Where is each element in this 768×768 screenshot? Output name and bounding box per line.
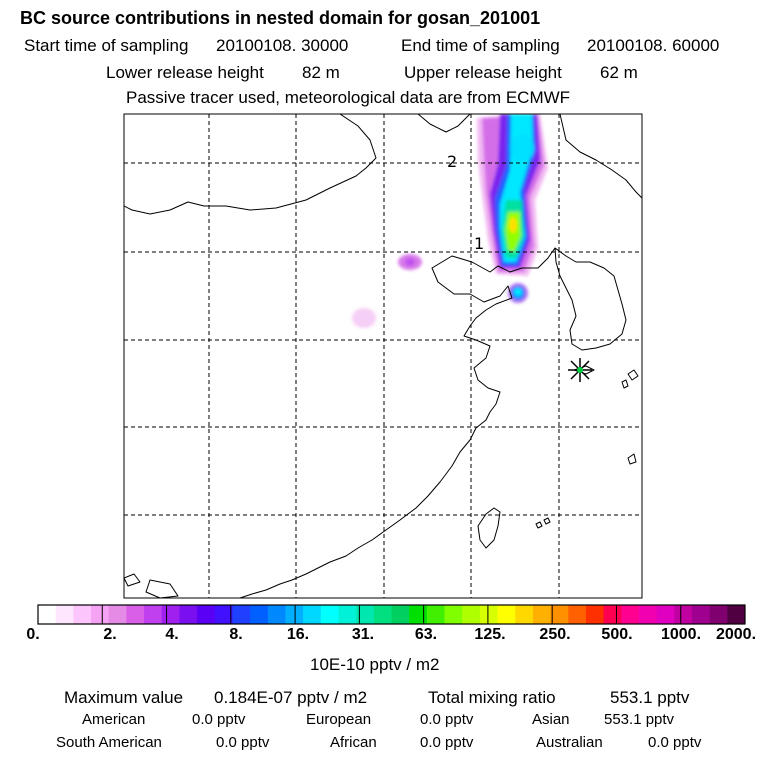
colorbar-tick-label: 2. — [103, 626, 117, 643]
contour-label-1: 1 — [474, 234, 484, 253]
colorbar-tick-label: 500. — [601, 626, 633, 643]
colorbar-swatch — [91, 605, 110, 624]
colorbar-tick-label: 125. — [474, 626, 506, 643]
colorbar-tick-label: 16. — [286, 626, 310, 643]
region-name: American — [82, 711, 146, 728]
colorbar-swatch — [38, 605, 57, 624]
region-value: 553.1 pptv — [604, 711, 675, 728]
colorbar-swatch — [338, 605, 357, 624]
max-value: 0.184E-07 pptv / m2 — [214, 688, 368, 707]
region-name: European — [306, 711, 372, 728]
colorbar-swatch — [515, 605, 534, 624]
region-value: 0.0 pptv — [216, 734, 270, 751]
colorbar-swatch — [409, 605, 428, 624]
colorbar-swatch — [55, 605, 74, 624]
end-time-value: 20100108. 60000 — [587, 36, 720, 55]
colorbar-swatch — [674, 605, 693, 624]
colorbar-swatch — [356, 605, 375, 624]
colorbar-swatch — [727, 605, 746, 624]
colorbar-frame — [37, 604, 746, 625]
plot-title: BC source contributions in nested domain… — [20, 8, 541, 28]
upper-release-value: 62 m — [600, 63, 638, 82]
colorbar-swatch — [373, 605, 392, 624]
colorbar — [37, 604, 746, 625]
colorbar-swatch — [444, 605, 463, 624]
map-frame — [123, 113, 643, 599]
colorbar-swatch — [462, 605, 481, 624]
contour-label-2: 2 — [447, 152, 457, 171]
tracer-note: Passive tracer used, meteorological data… — [126, 88, 571, 107]
colorbar-swatch — [197, 605, 216, 624]
start-time-value: 20100108. 30000 — [216, 36, 349, 55]
colorbar-unit: 10E-10 pptv / m2 — [310, 655, 440, 674]
colorbar-tick-label: 31. — [351, 626, 375, 643]
colorbar-swatch — [391, 605, 410, 624]
colorbar-swatch — [638, 605, 658, 624]
colorbar-swatch — [479, 605, 498, 624]
lower-release-value: 82 m — [302, 63, 340, 82]
region-value: 0.0 pptv — [420, 711, 474, 728]
colorbar-swatch — [179, 605, 198, 624]
colorbar-tick-label: 2000. — [715, 626, 757, 643]
colorbar-tick-label: 4. — [165, 626, 179, 643]
colorbar-swatch — [656, 605, 675, 624]
upper-release-label: Upper release height — [404, 63, 562, 82]
region-name: Australian — [536, 734, 603, 751]
colorbar-swatch — [426, 605, 445, 624]
concentration-field — [352, 114, 548, 328]
colorbar-swatch — [621, 605, 640, 624]
start-time-label: Start time of sampling — [24, 36, 189, 55]
colorbar-swatch — [603, 605, 622, 624]
colorbar-swatch — [144, 605, 163, 624]
star-icon — [568, 358, 592, 382]
region-name: African — [330, 734, 377, 751]
colorbar-swatch — [691, 605, 711, 624]
colorbar-tick-label: 63. — [414, 626, 438, 643]
region-value: 0.0 pptv — [648, 734, 702, 751]
colorbar-swatch — [303, 605, 322, 624]
colorbar-swatch — [161, 605, 180, 624]
total-mixing-label: Total mixing ratio — [428, 688, 556, 707]
colorbar-swatch — [585, 605, 604, 624]
max-value-label: Maximum value — [64, 688, 184, 707]
colorbar-swatch — [497, 605, 516, 624]
colorbar-swatch — [250, 605, 269, 624]
lower-release-label: Lower release height — [106, 63, 264, 82]
colorbar-swatch — [709, 605, 728, 624]
colorbar-swatch — [73, 605, 92, 624]
colorbar-tick-label: 8. — [229, 626, 243, 643]
colorbar-swatch — [532, 605, 551, 624]
graticule — [124, 114, 642, 598]
colorbar-swatch — [550, 605, 569, 624]
region-name: Asian — [532, 711, 570, 728]
colorbar-swatch — [568, 605, 587, 624]
region-value: 0.0 pptv — [192, 711, 246, 728]
region-value: 0.0 pptv — [420, 734, 474, 751]
colorbar-swatch — [108, 605, 127, 624]
colorbar-swatch — [126, 605, 145, 624]
colorbar-tick-label: 0. — [26, 626, 40, 643]
colorbar-tick-label: 250. — [539, 626, 571, 643]
colorbar-tick-label: 1000. — [660, 626, 702, 643]
colorbar-swatch — [214, 605, 233, 624]
end-time-label: End time of sampling — [401, 36, 560, 55]
colorbar-swatch — [320, 605, 339, 624]
total-mixing-value: 553.1 pptv — [610, 688, 690, 707]
region-name: South American — [56, 734, 162, 751]
coastlines — [124, 114, 642, 598]
colorbar-swatch — [267, 605, 286, 624]
colorbar-swatch — [232, 605, 251, 624]
colorbar-swatch — [285, 605, 304, 624]
